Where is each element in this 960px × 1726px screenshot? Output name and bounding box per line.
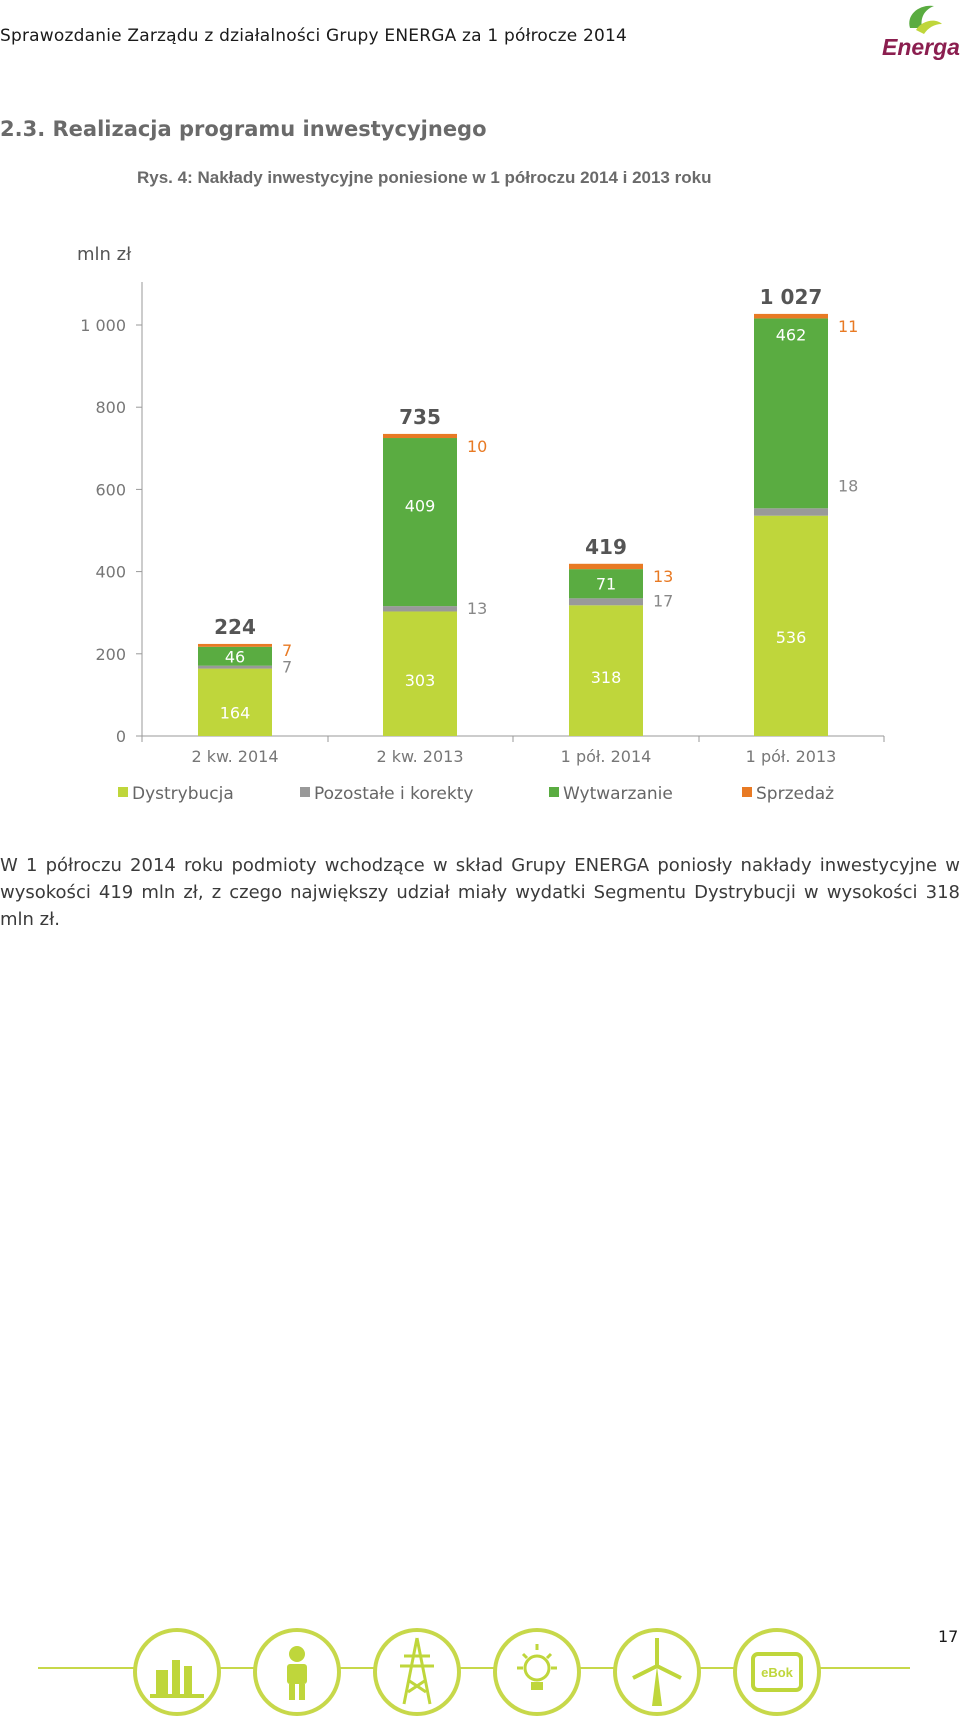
total-label: 1 027 [760, 285, 823, 309]
data-label: 13 [653, 567, 673, 586]
data-label: 46 [225, 647, 245, 666]
bar-segment [198, 643, 272, 647]
power-plant-icon [133, 1628, 221, 1716]
bar-segment [383, 438, 457, 607]
figure-caption: Rys. 4: Nakłady inwestycyjne poniesione … [137, 168, 712, 187]
document-header-title: Sprawozdanie Zarządu z działalności Grup… [0, 26, 628, 46]
bar-segment [383, 606, 457, 612]
x-tick-label: 1 pół. 2014 [561, 747, 652, 766]
bar-segment [198, 668, 272, 736]
bar-segment [383, 433, 457, 439]
data-label: 7 [282, 658, 292, 677]
energa-logo-text: Energa [882, 34, 960, 60]
x-tick-label: 1 pół. 2013 [746, 747, 837, 766]
y-tick-label: 600 [95, 480, 126, 499]
legend-label: Pozostałe i korekty [314, 784, 473, 804]
ebook-label: eBok [761, 1665, 794, 1680]
legend-swatch [549, 787, 559, 797]
data-label: 18 [838, 477, 858, 496]
total-label: 224 [214, 615, 256, 639]
data-label: 11 [838, 317, 858, 336]
power-tower-icon [373, 1628, 461, 1716]
data-label: 71 [596, 575, 616, 594]
legend-label: Sprzedaż [756, 784, 834, 804]
y-axis-label: mln zł [77, 244, 132, 265]
data-label: 536 [776, 628, 807, 647]
page-number: 17 [938, 1627, 959, 1646]
bar-segment [754, 508, 828, 516]
wind-turbine-icon [613, 1628, 701, 1716]
light-bulb-icon [493, 1628, 581, 1716]
bar-segment [198, 665, 272, 669]
data-label: 10 [467, 437, 487, 456]
y-tick-label: 1 000 [80, 316, 126, 335]
y-tick-label: 200 [95, 645, 126, 664]
bar-segment [569, 605, 643, 736]
body-paragraph: W 1 półroczu 2014 roku podmioty wchodząc… [0, 855, 960, 930]
ebook-icon: eBok [733, 1628, 821, 1716]
bar-segment [754, 515, 828, 736]
bar-segment [754, 313, 828, 319]
bar-segment [569, 563, 643, 570]
legend-swatch [118, 787, 128, 797]
bar-segment [198, 646, 272, 666]
data-label: 303 [405, 671, 436, 690]
data-label: 13 [467, 599, 487, 618]
data-label: 17 [653, 591, 673, 610]
bar-segment [569, 569, 643, 599]
data-label: 7 [282, 641, 292, 660]
footer-icon-strip: eBok [38, 1628, 910, 1716]
total-label: 735 [399, 405, 441, 429]
legend-swatch [742, 787, 752, 797]
bar-segment [569, 598, 643, 606]
data-label: 409 [405, 496, 436, 515]
section-title: 2.3. Realizacja programu inwestycyjnego [0, 117, 487, 141]
y-tick-label: 400 [95, 563, 126, 582]
y-tick-label: 0 [116, 727, 126, 746]
x-tick-label: 2 kw. 2013 [376, 747, 463, 766]
worker-icon [253, 1628, 341, 1716]
total-label: 419 [585, 535, 627, 559]
energa-logo [909, 5, 942, 34]
legend-label: Dystrybucja [132, 784, 234, 804]
data-label: 318 [591, 668, 622, 687]
y-tick-label: 800 [95, 398, 126, 417]
bar-segment [383, 611, 457, 736]
bar-segment [754, 318, 828, 509]
legend-swatch [300, 787, 310, 797]
data-label: 462 [776, 325, 807, 344]
data-label: 164 [220, 703, 251, 722]
legend-label: Wytwarzanie [563, 784, 673, 804]
x-tick-label: 2 kw. 2014 [191, 747, 278, 766]
investment-chart: mln zł 0 200 400 600 800 1 000 2 kw. 2014 2 kw. … [77, 244, 885, 804]
